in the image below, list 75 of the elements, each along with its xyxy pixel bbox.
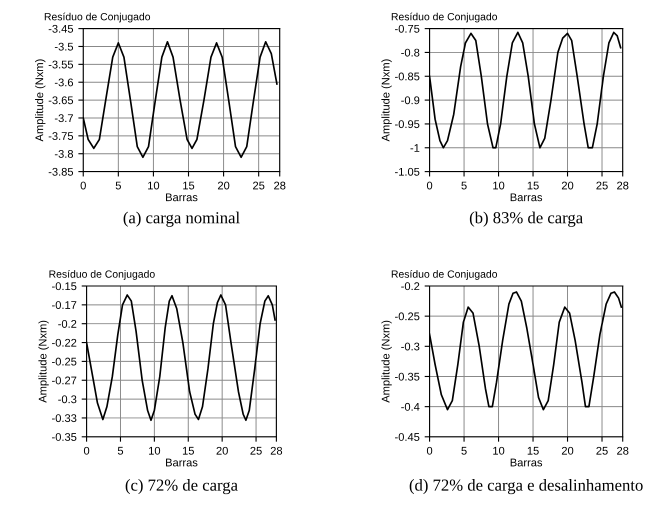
x-axis-title: Barras <box>510 193 542 202</box>
x-tick-label: 0 <box>80 182 86 190</box>
text: (d) 72% de carga e desalinhamento <box>410 479 643 494</box>
text: (a) carga nominal <box>124 212 240 227</box>
y-tick-label: -0.33 <box>52 414 76 422</box>
y-tick-label: -0.9 <box>401 96 420 104</box>
x-tick-label: 5 <box>461 182 467 190</box>
y-tick-label: -3.7 <box>54 114 73 122</box>
y-tick-label: -3.5 <box>54 42 74 51</box>
y-tick-label: -3.6 <box>54 78 74 86</box>
y-tick-label: -0.4 <box>401 402 420 411</box>
y-tick-label: -0.25 <box>52 358 76 366</box>
y-tick-label: -0.15 <box>52 282 76 290</box>
y-axis-title: Amplitude (Nxm) <box>381 59 392 142</box>
y-axis-title: Amplitude (Nxm) <box>38 320 49 403</box>
y-tick-label: -3.85 <box>48 168 74 176</box>
x-tick-label: 0 <box>84 446 90 455</box>
x-tick-label: 10 <box>493 182 504 190</box>
x-tick-label: 10 <box>149 446 160 455</box>
y-tick-label: -0.27 <box>52 376 76 384</box>
y-tick-label: -0.3 <box>58 395 76 404</box>
x-tick-label: 20 <box>562 446 574 455</box>
y-tick-label: -3.8 <box>54 150 74 158</box>
x-tick-label: 25 <box>596 446 608 455</box>
x-tick-label: 28 <box>274 182 286 190</box>
x-tick-label: 5 <box>461 446 467 455</box>
y-tick-label: -3.75 <box>48 132 74 140</box>
y-tick-label: -1.05 <box>395 168 420 176</box>
y-tick-label: -3.55 <box>48 60 74 68</box>
chart-title: Resíduo de Conjugado <box>49 270 155 280</box>
y-tick-label: -0.45 <box>395 433 420 441</box>
x-axis-title: Barras <box>166 458 198 466</box>
chart-title: Resíduo de Conjugado <box>392 270 498 280</box>
y-tick-label: -0.8 <box>401 48 420 57</box>
y-tick-label: -0.3 <box>401 342 420 350</box>
x-tick-label: 20 <box>216 446 228 455</box>
y-tick-label: -0.35 <box>395 372 420 381</box>
x-tick-label: 0 <box>426 446 432 455</box>
x-tick-label: 25 <box>596 182 608 190</box>
y-tick-label: -0.25 <box>395 312 420 320</box>
y-tick-label: -0.17 <box>52 301 76 309</box>
x-tick-label: 5 <box>118 446 124 455</box>
text: (c) 72% de carga <box>126 479 238 494</box>
x-tick-label: 15 <box>182 446 194 455</box>
x-tick-label: 28 <box>617 182 628 190</box>
y-tick-label: -1 <box>410 144 420 152</box>
x-tick-label: 28 <box>270 446 282 455</box>
x-axis-title: Barras <box>510 458 542 466</box>
y-tick-label: -0.35 <box>52 433 76 441</box>
x-tick-label: 25 <box>253 182 264 190</box>
x-tick-label: 5 <box>116 182 121 190</box>
y-axis-title: Amplitude (Nxm) <box>35 59 46 142</box>
x-tick-label: 15 <box>183 182 194 190</box>
y-axis-title: Amplitude (Nxm) <box>381 320 392 403</box>
x-tick-label: 10 <box>148 182 160 190</box>
x-tick-label: 15 <box>528 182 539 190</box>
x-tick-label: 10 <box>493 446 504 455</box>
x-axis-title: Barras <box>166 193 198 202</box>
y-tick-label: -3.45 <box>48 24 74 33</box>
chart-title: Resíduo de Conjugado <box>392 12 498 22</box>
text: (b) 83% de carga <box>470 212 583 227</box>
y-tick-label: -0.75 <box>395 24 420 33</box>
y-tick-label: -0.95 <box>395 120 420 128</box>
chart-title: Resíduo de Conjugado <box>44 12 150 22</box>
y-tick-label: -0.2 <box>401 282 420 290</box>
x-tick-label: 25 <box>250 446 262 455</box>
y-tick-label: -3.65 <box>48 96 74 104</box>
x-tick-label: 0 <box>426 182 432 190</box>
x-tick-label: 20 <box>218 182 230 190</box>
x-tick-label: 28 <box>617 446 628 455</box>
y-tick-label: -0.2 <box>58 320 76 328</box>
y-tick-label: -0.85 <box>395 72 420 80</box>
x-tick-label: 20 <box>562 182 574 190</box>
x-tick-label: 15 <box>528 446 539 455</box>
y-tick-label: -0.22 <box>52 338 76 347</box>
